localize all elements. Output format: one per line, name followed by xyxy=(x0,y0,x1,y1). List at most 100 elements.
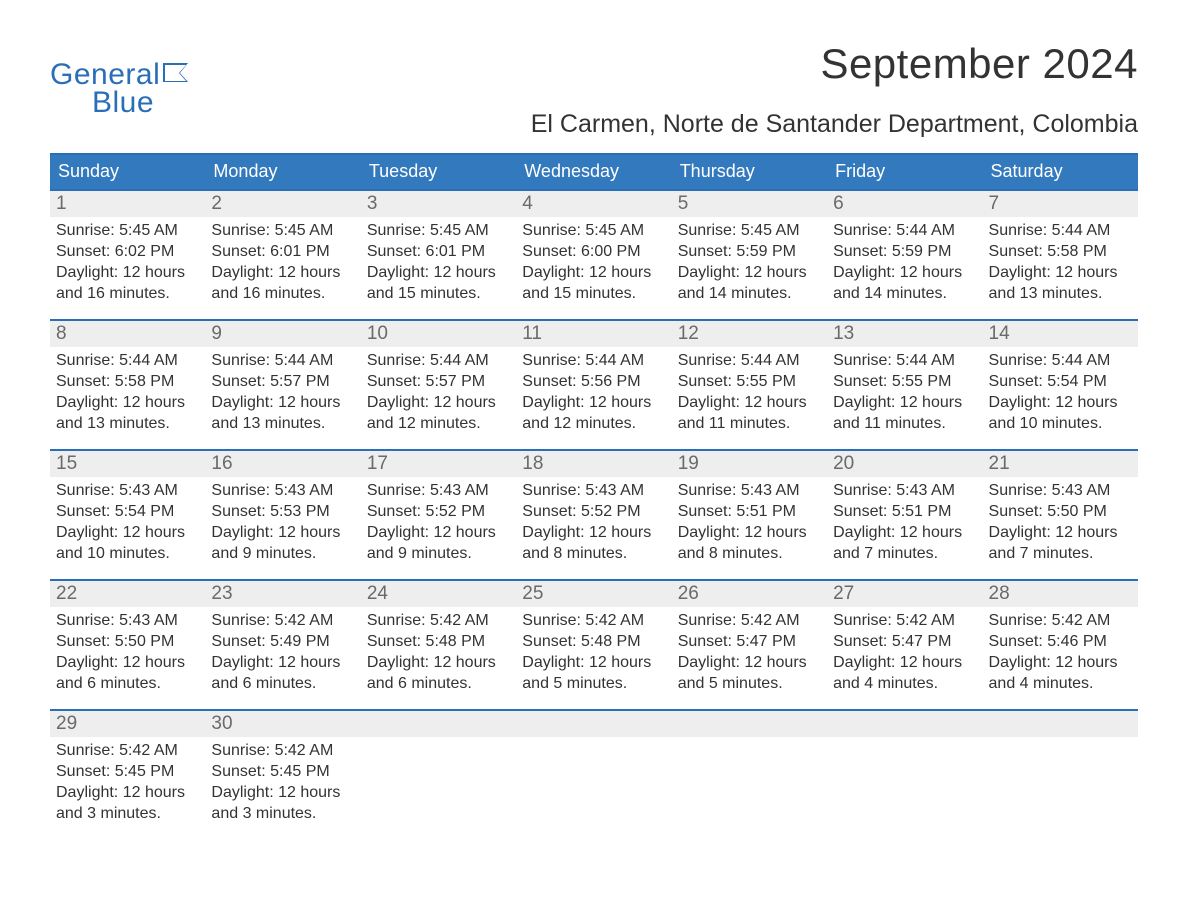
day-sunset: Sunset: 6:00 PM xyxy=(522,241,665,262)
day-d1: Daylight: 12 hours xyxy=(56,392,199,413)
day-sunrise: Sunrise: 5:45 AM xyxy=(367,220,510,241)
day-body: Sunrise: 5:45 AMSunset: 6:01 PMDaylight:… xyxy=(361,217,516,310)
day-number: 12 xyxy=(678,323,699,344)
day-d1: Daylight: 12 hours xyxy=(833,522,976,543)
calendar-week: 22Sunrise: 5:43 AMSunset: 5:50 PMDayligh… xyxy=(50,579,1138,709)
calendar-day: 26Sunrise: 5:42 AMSunset: 5:47 PMDayligh… xyxy=(672,581,827,709)
day-number-row: 14 xyxy=(983,321,1138,347)
day-sunrise: Sunrise: 5:43 AM xyxy=(56,610,199,631)
day-sunrise: Sunrise: 5:45 AM xyxy=(522,220,665,241)
calendar-day: 28Sunrise: 5:42 AMSunset: 5:46 PMDayligh… xyxy=(983,581,1138,709)
day-d2: and 3 minutes. xyxy=(211,803,354,824)
day-body: Sunrise: 5:42 AMSunset: 5:45 PMDaylight:… xyxy=(50,737,205,830)
calendar-week: 1Sunrise: 5:45 AMSunset: 6:02 PMDaylight… xyxy=(50,189,1138,319)
day-number: 28 xyxy=(989,583,1010,604)
day-d1: Daylight: 12 hours xyxy=(56,262,199,283)
day-body: Sunrise: 5:43 AMSunset: 5:52 PMDaylight:… xyxy=(516,477,671,570)
calendar-day: 15Sunrise: 5:43 AMSunset: 5:54 PMDayligh… xyxy=(50,451,205,579)
day-body: Sunrise: 5:42 AMSunset: 5:49 PMDaylight:… xyxy=(205,607,360,700)
day-sunset: Sunset: 5:57 PM xyxy=(211,371,354,392)
day-number-row xyxy=(827,711,982,737)
day-number: 1 xyxy=(56,193,67,214)
day-d1: Daylight: 12 hours xyxy=(56,522,199,543)
calendar-week: 15Sunrise: 5:43 AMSunset: 5:54 PMDayligh… xyxy=(50,449,1138,579)
calendar-day: 21 Sunrise: 5:43 AMSunset: 5:50 PMDayligh… xyxy=(983,451,1138,579)
day-d2: and 6 minutes. xyxy=(211,673,354,694)
weekday-header: Monday xyxy=(205,155,360,189)
day-number: 4 xyxy=(522,193,533,214)
day-number-row: 10 xyxy=(361,321,516,347)
day-number-row xyxy=(361,711,516,737)
day-sunrise: Sunrise: 5:42 AM xyxy=(56,740,199,761)
day-d1: Daylight: 12 hours xyxy=(211,522,354,543)
header: General Blue September 2024 El Carmen, N… xyxy=(50,40,1138,139)
day-number-row: 12 xyxy=(672,321,827,347)
calendar-day: 17Sunrise: 5:43 AMSunset: 5:52 PMDayligh… xyxy=(361,451,516,579)
day-d2: and 16 minutes. xyxy=(211,283,354,304)
day-number: 21 xyxy=(989,453,1010,474)
day-sunrise: Sunrise: 5:44 AM xyxy=(833,220,976,241)
day-d2: and 7 minutes. xyxy=(989,543,1132,564)
day-sunset: Sunset: 5:55 PM xyxy=(833,371,976,392)
day-d2: and 16 minutes. xyxy=(56,283,199,304)
day-d1: Daylight: 12 hours xyxy=(211,652,354,673)
day-d2: and 11 minutes. xyxy=(833,413,976,434)
calendar: Sunday Monday Tuesday Wednesday Thursday… xyxy=(50,153,1138,839)
calendar-day xyxy=(827,711,982,839)
day-d2: and 14 minutes. xyxy=(833,283,976,304)
calendar-day: 19Sunrise: 5:43 AMSunset: 5:51 PMDayligh… xyxy=(672,451,827,579)
day-d1: Daylight: 12 hours xyxy=(989,652,1132,673)
day-number: 14 xyxy=(989,323,1010,344)
day-sunset: Sunset: 5:47 PM xyxy=(678,631,821,652)
day-d1: Daylight: 12 hours xyxy=(522,262,665,283)
day-sunset: Sunset: 5:45 PM xyxy=(56,761,199,782)
day-number-row: 26 xyxy=(672,581,827,607)
calendar-day: 13Sunrise: 5:44 AMSunset: 5:55 PMDayligh… xyxy=(827,321,982,449)
day-d2: and 14 minutes. xyxy=(678,283,821,304)
day-sunrise: Sunrise: 5:44 AM xyxy=(56,350,199,371)
day-sunset: Sunset: 5:51 PM xyxy=(678,501,821,522)
day-body: Sunrise: 5:42 AMSunset: 5:48 PMDaylight:… xyxy=(516,607,671,700)
day-number-row: 6 xyxy=(827,191,982,217)
day-d1: Daylight: 12 hours xyxy=(522,392,665,413)
calendar-day: 1Sunrise: 5:45 AMSunset: 6:02 PMDaylight… xyxy=(50,191,205,319)
day-body: Sunrise: 5:42 AMSunset: 5:45 PMDaylight:… xyxy=(205,737,360,830)
calendar-week: 8Sunrise: 5:44 AMSunset: 5:58 PMDaylight… xyxy=(50,319,1138,449)
weekday-header-row: Sunday Monday Tuesday Wednesday Thursday… xyxy=(50,155,1138,189)
day-sunset: Sunset: 5:45 PM xyxy=(211,761,354,782)
day-number-row: 20 xyxy=(827,451,982,477)
day-sunrise: Sunrise: 5:43 AM xyxy=(367,480,510,501)
day-d2: and 9 minutes. xyxy=(211,543,354,564)
day-d1: Daylight: 12 hours xyxy=(989,262,1132,283)
calendar-day: 18Sunrise: 5:43 AMSunset: 5:52 PMDayligh… xyxy=(516,451,671,579)
day-d1: Daylight: 12 hours xyxy=(211,782,354,803)
day-body: Sunrise: 5:42 AMSunset: 5:47 PMDaylight:… xyxy=(672,607,827,700)
day-sunrise: Sunrise: 5:45 AM xyxy=(211,220,354,241)
day-body: Sunrise: 5:45 AMSunset: 6:00 PMDaylight:… xyxy=(516,217,671,310)
day-d2: and 5 minutes. xyxy=(522,673,665,694)
day-number: 23 xyxy=(211,583,232,604)
day-number-row: 25 xyxy=(516,581,671,607)
day-number-row: 1 xyxy=(50,191,205,217)
day-body: Sunrise: 5:44 AMSunset: 5:57 PMDaylight:… xyxy=(205,347,360,440)
day-body: Sunrise: 5:43 AMSunset: 5:50 PMDaylight:… xyxy=(983,477,1138,570)
day-number-row xyxy=(983,711,1138,737)
day-sunset: Sunset: 5:50 PM xyxy=(989,501,1132,522)
day-number-row: 16 xyxy=(205,451,360,477)
flag-icon xyxy=(162,62,190,89)
day-sunrise: Sunrise: 5:42 AM xyxy=(211,740,354,761)
day-sunrise: Sunrise: 5:43 AM xyxy=(211,480,354,501)
day-d2: and 10 minutes. xyxy=(989,413,1132,434)
day-sunset: Sunset: 5:59 PM xyxy=(678,241,821,262)
day-body xyxy=(672,737,827,746)
day-number-row: 18 xyxy=(516,451,671,477)
day-d2: and 8 minutes. xyxy=(678,543,821,564)
day-body: Sunrise: 5:44 AMSunset: 5:55 PMDaylight:… xyxy=(672,347,827,440)
day-d1: Daylight: 12 hours xyxy=(833,262,976,283)
day-sunset: Sunset: 5:47 PM xyxy=(833,631,976,652)
weekday-header: Tuesday xyxy=(361,155,516,189)
day-number: 30 xyxy=(211,713,232,734)
day-number-row: 21 xyxy=(983,451,1138,477)
day-body: Sunrise: 5:42 AMSunset: 5:47 PMDaylight:… xyxy=(827,607,982,700)
calendar-day: 24Sunrise: 5:42 AMSunset: 5:48 PMDayligh… xyxy=(361,581,516,709)
